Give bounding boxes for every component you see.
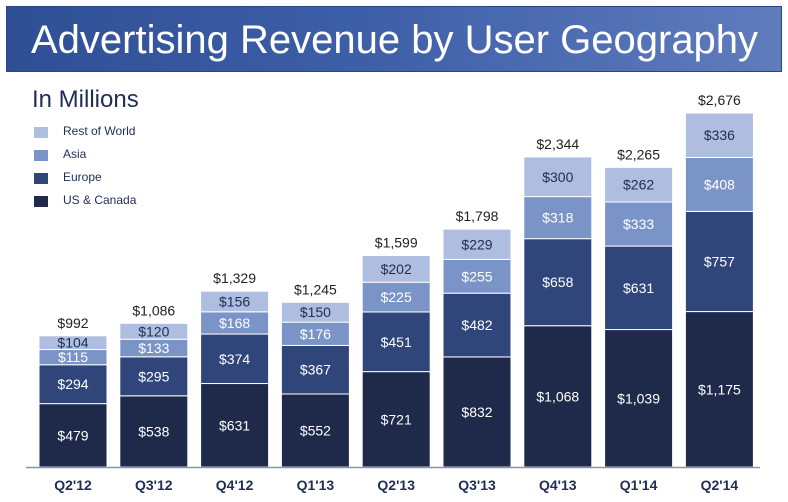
data-label: $295 <box>138 368 169 384</box>
bar-segment-us-canada <box>684 311 754 468</box>
data-label: $832 <box>461 404 492 420</box>
bar-segment-asia <box>361 281 431 313</box>
category-label: Q3'12 <box>135 477 173 493</box>
legend-label: Rest of World <box>63 124 136 138</box>
data-label: $451 <box>381 334 412 350</box>
data-label: $479 <box>57 427 88 443</box>
bar-segment-rest-of-world <box>361 254 431 283</box>
data-label: $374 <box>219 351 250 367</box>
data-label: $176 <box>300 326 331 342</box>
bar-segment-rest-of-world <box>38 335 108 351</box>
data-label: $150 <box>300 304 331 320</box>
bar-segment-rest-of-world <box>684 112 754 158</box>
chart-title: Advertising Revenue by User Geography <box>31 18 759 62</box>
bar-segment-us-canada <box>523 325 593 468</box>
data-label: $255 <box>461 268 492 284</box>
bar-segment-europe <box>280 344 350 395</box>
data-label: $336 <box>704 127 735 143</box>
total-label: $992 <box>57 315 88 331</box>
bar-segment-us-canada <box>280 393 350 468</box>
data-label: $367 <box>300 362 331 378</box>
total-label: $2,676 <box>698 92 741 108</box>
data-label: $631 <box>623 280 654 296</box>
data-label: $538 <box>138 423 169 439</box>
data-label: $202 <box>381 261 412 277</box>
legend-label: Asia <box>63 147 87 161</box>
total-label: $1,086 <box>132 302 175 318</box>
data-label: $133 <box>138 340 169 356</box>
bar-segment-rest-of-world <box>442 228 512 260</box>
bar-segment-europe <box>200 333 270 385</box>
data-label: $115 <box>58 349 88 365</box>
data-label: $1,039 <box>617 390 660 406</box>
data-label: $300 <box>542 169 573 185</box>
data-label: $552 <box>300 422 331 438</box>
bar-segment-us-canada <box>200 383 270 468</box>
bar-segment-asia <box>604 201 674 247</box>
data-label: $631 <box>219 417 250 433</box>
data-label: $482 <box>461 317 492 333</box>
total-label: $1,245 <box>294 281 337 297</box>
bar-segment-rest-of-world <box>119 322 189 340</box>
data-label: $1,175 <box>698 381 741 397</box>
legend-swatch-us-canada <box>34 196 48 207</box>
bar-segment-europe <box>361 311 431 373</box>
category-label: Q3'13 <box>458 477 496 493</box>
data-label: $225 <box>381 289 412 305</box>
chart-subtitle: In Millions <box>32 86 139 113</box>
category-label: Q1'14 <box>620 477 658 493</box>
category-label: Q2'14 <box>701 477 739 493</box>
data-label: $120 <box>138 323 169 339</box>
total-label: $1,599 <box>375 234 418 250</box>
data-label: $104 <box>57 335 88 351</box>
bar-segment-asia <box>523 196 593 240</box>
data-label: $318 <box>542 210 573 226</box>
data-label: $1,068 <box>536 388 579 404</box>
legend-swatch-rest-of-world <box>34 127 48 138</box>
bar-segment-us-canada <box>442 356 512 468</box>
bar-segment-europe <box>119 356 189 397</box>
bar-segment-us-canada <box>604 329 674 468</box>
legend-swatch-europe <box>34 173 48 184</box>
bar-segment-europe <box>684 210 754 313</box>
category-label: Q2'12 <box>54 477 92 493</box>
total-label: $2,344 <box>536 136 579 152</box>
legend-label: US & Canada <box>63 193 137 207</box>
bar-segment-us-canada <box>119 395 189 468</box>
total-label: $2,265 <box>617 146 660 162</box>
total-label: $1,329 <box>213 270 256 286</box>
data-label: $757 <box>704 253 735 269</box>
bar-segment-rest-of-world <box>523 156 593 198</box>
category-label: Q4'13 <box>539 477 577 493</box>
data-label: $156 <box>219 294 250 310</box>
bar-segment-europe <box>604 245 674 331</box>
title-bar: Advertising Revenue by User Geography <box>6 6 782 72</box>
category-label: Q4'12 <box>216 477 254 493</box>
bar-segment-us-canada <box>38 403 108 468</box>
data-label: $408 <box>704 176 735 192</box>
total-label: $1,798 <box>456 208 499 224</box>
bar-segment-asia <box>684 156 754 212</box>
legend-label: Europe <box>63 170 102 184</box>
bar-segment-europe <box>38 364 108 405</box>
bar-segment-rest-of-world <box>200 290 270 313</box>
data-label: $721 <box>381 411 412 427</box>
data-label: $262 <box>623 177 654 193</box>
data-label: $168 <box>219 315 250 331</box>
data-label: $229 <box>461 236 492 252</box>
bar-segment-europe <box>523 238 593 327</box>
category-label: Q1'13 <box>297 477 335 493</box>
data-label: $658 <box>542 274 573 290</box>
data-label: $294 <box>57 376 88 392</box>
legend-swatch-asia <box>34 150 48 161</box>
category-label: Q2'13 <box>377 477 415 493</box>
bar-segment-rest-of-world <box>280 301 350 323</box>
data-label: $333 <box>623 216 654 232</box>
bar-segment-rest-of-world <box>604 166 674 203</box>
bar-segment-europe <box>442 292 512 358</box>
bar-segment-us-canada <box>361 371 431 468</box>
bar-segment-asia <box>442 258 512 294</box>
